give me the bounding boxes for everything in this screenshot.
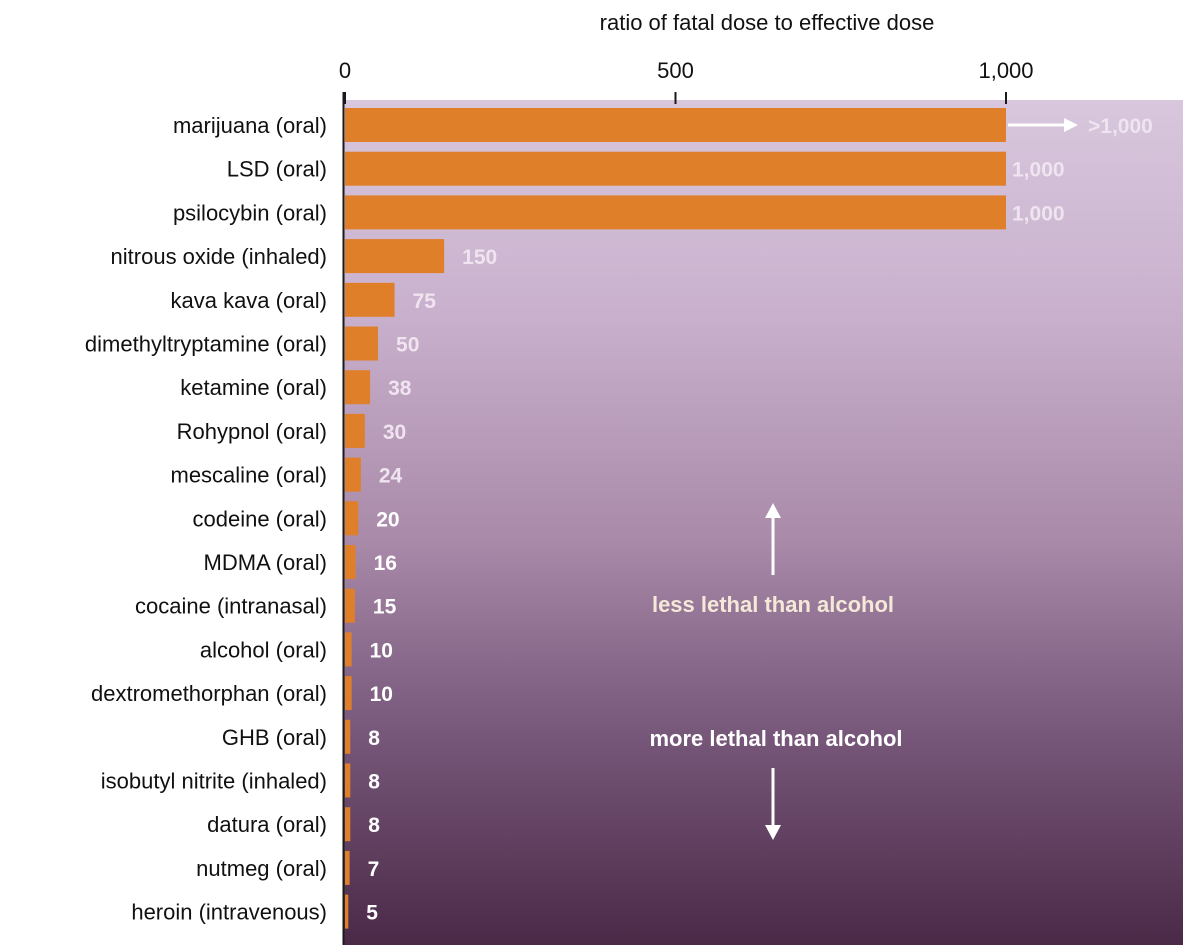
bar — [345, 326, 379, 361]
bar — [345, 457, 361, 492]
bar — [345, 894, 349, 929]
value-label: 50 — [396, 334, 419, 357]
bar — [345, 763, 351, 798]
value-label: 1,000 — [1012, 159, 1065, 182]
value-label: 24 — [379, 465, 403, 488]
down-arrow-head — [765, 825, 781, 840]
category-label: codeine (oral) — [192, 506, 327, 531]
category-label: dextromethorphan (oral) — [91, 681, 327, 706]
category-label: dimethyltryptamine (oral) — [85, 332, 327, 357]
x-tick-label: 500 — [657, 58, 694, 83]
category-label: psilocybin (oral) — [173, 200, 327, 225]
bar — [345, 239, 445, 274]
category-label: Rohypnol (oral) — [177, 419, 327, 444]
value-label: 8 — [368, 814, 380, 837]
category-labels: marijuana (oral) LSD (oral) psilocybin (or… — [85, 113, 327, 925]
value-label: 16 — [374, 552, 397, 575]
value-label: 5 — [366, 902, 378, 925]
value-label: 38 — [388, 377, 412, 400]
value-label: 10 — [370, 639, 393, 662]
value-label: 10 — [370, 683, 393, 706]
x-axis-title: ratio of fatal dose to effective dose — [600, 10, 935, 35]
bar — [345, 588, 355, 623]
bar — [345, 850, 350, 885]
value-label: >1,000 — [1088, 115, 1153, 138]
category-label: mescaline (oral) — [171, 463, 328, 488]
x-tick-label: 1,000 — [978, 58, 1033, 83]
category-label: GHB (oral) — [222, 725, 327, 750]
category-label: marijuana (oral) — [173, 113, 327, 138]
bars — [345, 108, 1006, 929]
bar — [345, 719, 351, 754]
value-labels: >1,0001,0001,000150755038302420161510108… — [366, 115, 1153, 925]
value-label: 8 — [368, 771, 380, 794]
value-label: 20 — [376, 508, 399, 531]
bar — [345, 676, 352, 711]
value-label: 75 — [413, 290, 437, 313]
up-arrow-head — [765, 503, 781, 518]
bar — [345, 632, 352, 667]
bar — [345, 108, 1006, 142]
bar — [345, 413, 365, 448]
bar — [345, 282, 395, 317]
value-label: 15 — [373, 596, 397, 619]
annotation-more-lethal: more lethal than alcohol — [649, 726, 902, 751]
value-label: 1,000 — [1012, 202, 1065, 225]
value-label: 7 — [368, 858, 380, 881]
value-label: 30 — [383, 421, 406, 444]
category-label: ketamine (oral) — [180, 375, 327, 400]
category-label: kava kava (oral) — [170, 288, 327, 313]
category-label: datura (oral) — [207, 812, 327, 837]
category-label: alcohol (oral) — [200, 637, 327, 662]
category-label: isobutyl nitrite (inhaled) — [101, 769, 327, 794]
overflow-arrow-head — [1064, 118, 1078, 132]
bar — [345, 370, 371, 405]
annotations: less lethal than alcohol more lethal tha… — [649, 503, 903, 840]
bar — [345, 151, 1006, 186]
plot-background — [343, 100, 1183, 945]
category-label: nutmeg (oral) — [196, 856, 327, 881]
annotation-less-lethal: less lethal than alcohol — [652, 592, 894, 617]
category-label: heroin (intravenous) — [131, 900, 327, 925]
x-axis-ticks: 0 500 1,000 — [339, 58, 1034, 104]
bar — [345, 545, 356, 579]
x-tick-label: 0 — [339, 58, 351, 83]
category-label: cocaine (intranasal) — [135, 594, 327, 619]
category-label: nitrous oxide (inhaled) — [111, 244, 327, 269]
category-label: LSD (oral) — [227, 157, 327, 182]
bar — [345, 501, 359, 536]
bar — [345, 807, 351, 842]
category-label: MDMA (oral) — [204, 550, 327, 575]
value-label: 8 — [368, 727, 380, 750]
bar — [345, 195, 1006, 230]
value-label: 150 — [462, 246, 497, 269]
